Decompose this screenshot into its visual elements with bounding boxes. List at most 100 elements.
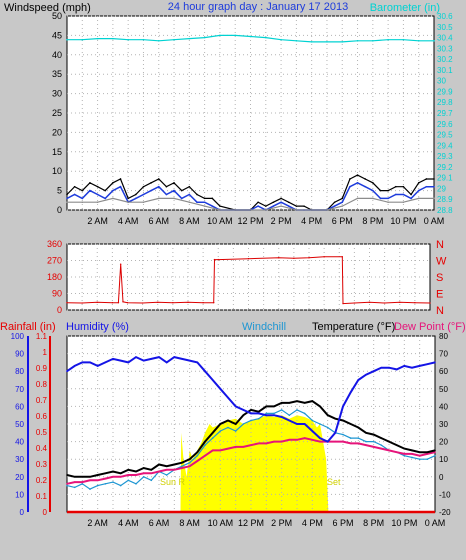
data-point: [119, 359, 122, 362]
data-point: [433, 185, 435, 188]
data-point: [242, 414, 245, 417]
data-point: [181, 465, 183, 468]
data-point: [112, 481, 114, 483]
y-tick-label: 1.1: [36, 332, 48, 341]
data-point: [227, 396, 229, 399]
data-point: [293, 257, 295, 259]
data-point: [172, 301, 174, 304]
data-point: [287, 205, 290, 207]
data-point: [165, 465, 168, 468]
data-point: [357, 379, 360, 381]
data-point: [173, 189, 175, 192]
x-tick-label: 2 AM: [87, 518, 108, 528]
data-point: [273, 405, 275, 408]
y-tick-label: 0.9: [36, 364, 48, 373]
data-point: [150, 182, 152, 184]
data-point: [141, 302, 144, 304]
data-point: [66, 483, 68, 485]
x-tick-label: 4 AM: [118, 216, 139, 226]
data-point: [119, 263, 122, 265]
data-point: [280, 205, 282, 207]
data-point: [173, 197, 175, 200]
y-tick-label: 80: [15, 367, 24, 376]
data-point: [119, 484, 122, 487]
temp-x-ticks: 2 AM 4 AM 6 AM 8 AM 10 AM 12 PM 2 PM 4 PM 6 PM 8 …: [87, 518, 445, 528]
data-point: [119, 185, 122, 188]
y-tick-label: 0.4: [36, 444, 48, 453]
data-point: [434, 449, 436, 452]
data-point: [295, 39, 298, 42]
data-point: [142, 467, 145, 469]
data-point: [368, 301, 371, 303]
data-point: [295, 209, 298, 211]
data-point: [112, 470, 114, 473]
sunrise-label: Sun R: [160, 477, 186, 487]
y-tick-label: 40: [15, 438, 24, 447]
data-point: [326, 41, 328, 43]
direction-y-ticks: 0 90 180 270 360: [47, 239, 62, 315]
data-point: [96, 479, 99, 482]
data-point: [434, 454, 436, 457]
data-point: [89, 361, 91, 364]
data-point: [211, 432, 214, 434]
data-point: [126, 301, 129, 304]
data-point: [380, 366, 383, 369]
data-point: [287, 201, 290, 204]
data-point: [310, 209, 313, 211]
data-point: [326, 426, 329, 429]
data-point: [73, 193, 76, 196]
y-tick-label: 29: [437, 184, 446, 193]
data-point: [211, 379, 214, 381]
data-point: [411, 366, 413, 369]
series-line-wind: [66, 181, 434, 211]
data-point: [81, 201, 84, 204]
data-point: [219, 209, 221, 211]
data-point: [158, 356, 160, 358]
data-point: [112, 197, 114, 200]
x-tick-label: 12 PM: [237, 216, 263, 226]
data-point: [387, 197, 389, 200]
x-tick-label: 6 AM: [149, 518, 170, 528]
data-point: [349, 442, 352, 445]
data-point: [73, 185, 76, 188]
data-point: [429, 302, 431, 304]
y-tick-label: 270: [47, 256, 62, 266]
data-point: [150, 358, 153, 360]
data-point: [425, 185, 428, 188]
data-point: [81, 481, 84, 483]
data-point: [188, 37, 191, 40]
data-point: [127, 479, 130, 482]
data-point: [96, 484, 99, 487]
y-tick-label: 28.8: [437, 206, 453, 215]
data-point: [342, 440, 344, 443]
data-point: [250, 412, 252, 415]
data-point: [81, 189, 84, 192]
data-point: [273, 440, 275, 443]
data-point: [341, 41, 344, 43]
y-tick-label: 10: [439, 455, 448, 464]
data-point: [204, 440, 206, 443]
y-tick-label: 29.9: [437, 87, 453, 96]
data-point: [426, 363, 429, 365]
data-point: [203, 197, 206, 200]
data-point: [104, 197, 107, 200]
data-point: [96, 193, 99, 196]
data-point: [73, 365, 76, 367]
data-point: [204, 444, 206, 446]
y-tick-label: 0.5: [36, 428, 48, 437]
x-tick-label: 10 PM: [390, 216, 416, 226]
x-tick-label: 8 AM: [179, 216, 200, 226]
data-point: [196, 454, 199, 457]
data-point: [303, 437, 306, 439]
data-point: [180, 189, 183, 192]
y-tick-label: 1: [43, 348, 48, 357]
chart-title: 24 hour graph day : January 17 2013: [168, 1, 348, 13]
data-point: [372, 39, 374, 42]
data-point: [127, 197, 129, 200]
data-point: [142, 476, 145, 478]
data-point: [173, 356, 176, 358]
humidity-y-ticks: 0 10 20 30 40 50 60 70 80 90 100: [11, 332, 29, 517]
data-point: [135, 483, 137, 485]
data-point: [250, 444, 252, 446]
data-point: [395, 444, 398, 446]
